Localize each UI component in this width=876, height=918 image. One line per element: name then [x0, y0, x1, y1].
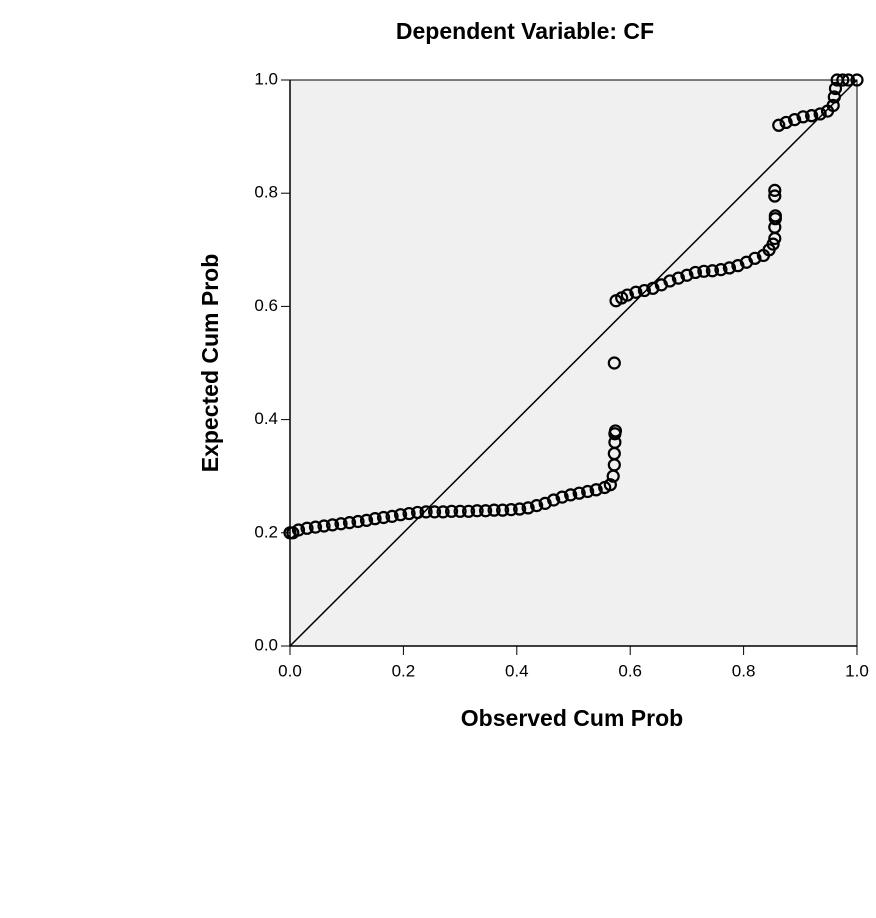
point	[444, 504, 459, 518]
point	[766, 237, 780, 251]
point	[768, 183, 782, 197]
y-axis-label: Expected Cum Prob	[197, 254, 223, 473]
point	[359, 513, 374, 527]
point	[637, 283, 651, 298]
point	[317, 519, 331, 533]
point	[629, 285, 643, 299]
point	[680, 268, 694, 282]
point	[572, 486, 586, 500]
point	[714, 263, 728, 277]
point	[607, 356, 621, 370]
point	[427, 505, 442, 519]
point	[300, 521, 314, 535]
point	[393, 508, 408, 522]
x-tick-label: 0.2	[392, 661, 416, 680]
point	[827, 90, 841, 104]
point	[779, 115, 793, 130]
point	[325, 518, 340, 532]
point	[479, 504, 493, 518]
point	[748, 251, 762, 265]
point	[470, 504, 484, 518]
x-tick-label: 0.0	[278, 661, 302, 680]
point	[841, 73, 856, 87]
point	[788, 113, 802, 127]
point	[608, 424, 623, 438]
point	[547, 493, 561, 507]
point	[410, 505, 425, 520]
x-tick-label: 0.8	[732, 661, 756, 680]
point	[772, 118, 786, 132]
point	[722, 261, 737, 275]
point	[530, 499, 544, 513]
point	[581, 484, 595, 499]
point	[828, 81, 843, 96]
x-axis-label: Observed Cum Prob	[461, 705, 683, 731]
y-tick-label: 0.0	[254, 635, 278, 654]
point	[589, 483, 603, 497]
point	[462, 504, 476, 518]
point	[705, 264, 720, 278]
point	[496, 503, 510, 517]
point	[334, 517, 348, 531]
y-tick-label: 1.0	[254, 69, 278, 88]
point	[813, 107, 827, 121]
point	[402, 506, 416, 521]
point	[620, 288, 634, 302]
point	[376, 510, 391, 525]
point	[291, 523, 306, 537]
x-tick-label: 0.6	[618, 661, 642, 680]
point	[688, 265, 703, 280]
reference-line	[289, 79, 858, 647]
chart-title: Dependent Variable: CF	[396, 18, 654, 44]
point	[836, 73, 850, 87]
y-tick-label: 0.4	[254, 409, 278, 428]
point	[453, 504, 467, 518]
point	[513, 502, 527, 516]
y-tick-label: 0.8	[254, 183, 278, 202]
y-tick-label: 0.6	[254, 296, 278, 315]
point	[308, 520, 323, 534]
point	[768, 189, 782, 203]
point	[564, 488, 578, 502]
point	[805, 109, 819, 123]
point	[368, 512, 382, 526]
point	[603, 478, 617, 492]
point	[385, 509, 399, 523]
point	[487, 503, 501, 517]
point	[419, 505, 433, 519]
point	[555, 490, 569, 504]
point	[436, 505, 450, 519]
x-tick-label: 0.4	[505, 661, 529, 680]
x-tick-label: 1.0	[845, 661, 869, 680]
point	[351, 514, 365, 529]
point	[796, 110, 810, 124]
y-tick-label: 0.2	[254, 522, 278, 541]
point	[826, 98, 840, 113]
point	[850, 73, 864, 87]
point	[504, 502, 518, 517]
point	[768, 209, 782, 223]
point	[671, 271, 685, 285]
point	[697, 264, 711, 278]
point	[663, 274, 677, 288]
point	[342, 516, 357, 530]
point	[521, 501, 535, 515]
